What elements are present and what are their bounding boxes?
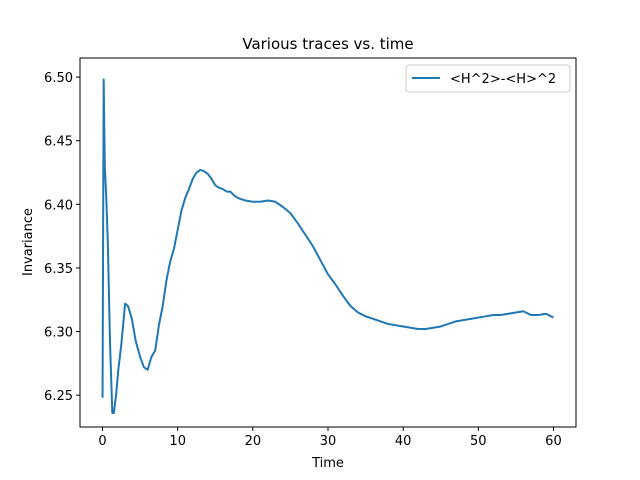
legend: <H^2>-<H>^2	[405, 64, 571, 93]
chart-title: Various traces vs. time	[242, 35, 413, 53]
x-tick-label: 40	[395, 434, 412, 449]
y-tick-label: 6.35	[44, 262, 73, 277]
y-tick-label: 6.40	[44, 198, 73, 213]
x-tick-label: 0	[98, 434, 106, 449]
y-tick-label: 6.25	[44, 389, 73, 404]
x-tick-label: 60	[545, 434, 562, 449]
x-tick-label: 10	[169, 434, 186, 449]
legend-box	[405, 64, 571, 93]
y-tick-label: 6.45	[44, 135, 73, 150]
x-tick-label: 50	[470, 434, 487, 449]
x-tick-label: 20	[245, 434, 262, 449]
y-tick-label: 6.30	[44, 326, 73, 341]
y-axis-title: Invariance	[21, 208, 36, 276]
plot-area	[80, 58, 576, 427]
y-tick-label: 6.50	[44, 71, 73, 86]
x-axis-title: Time	[311, 456, 344, 471]
legend-label: <H^2>-<H>^2	[450, 72, 556, 87]
x-tick-label: 30	[320, 434, 337, 449]
axes-layer: 0 10 20 30 40 50 60 6.25 6.30 6.35 6.40 6.45 6.50	[44, 57, 577, 449]
data-layer	[101, 78, 554, 414]
series-line	[101, 78, 554, 414]
